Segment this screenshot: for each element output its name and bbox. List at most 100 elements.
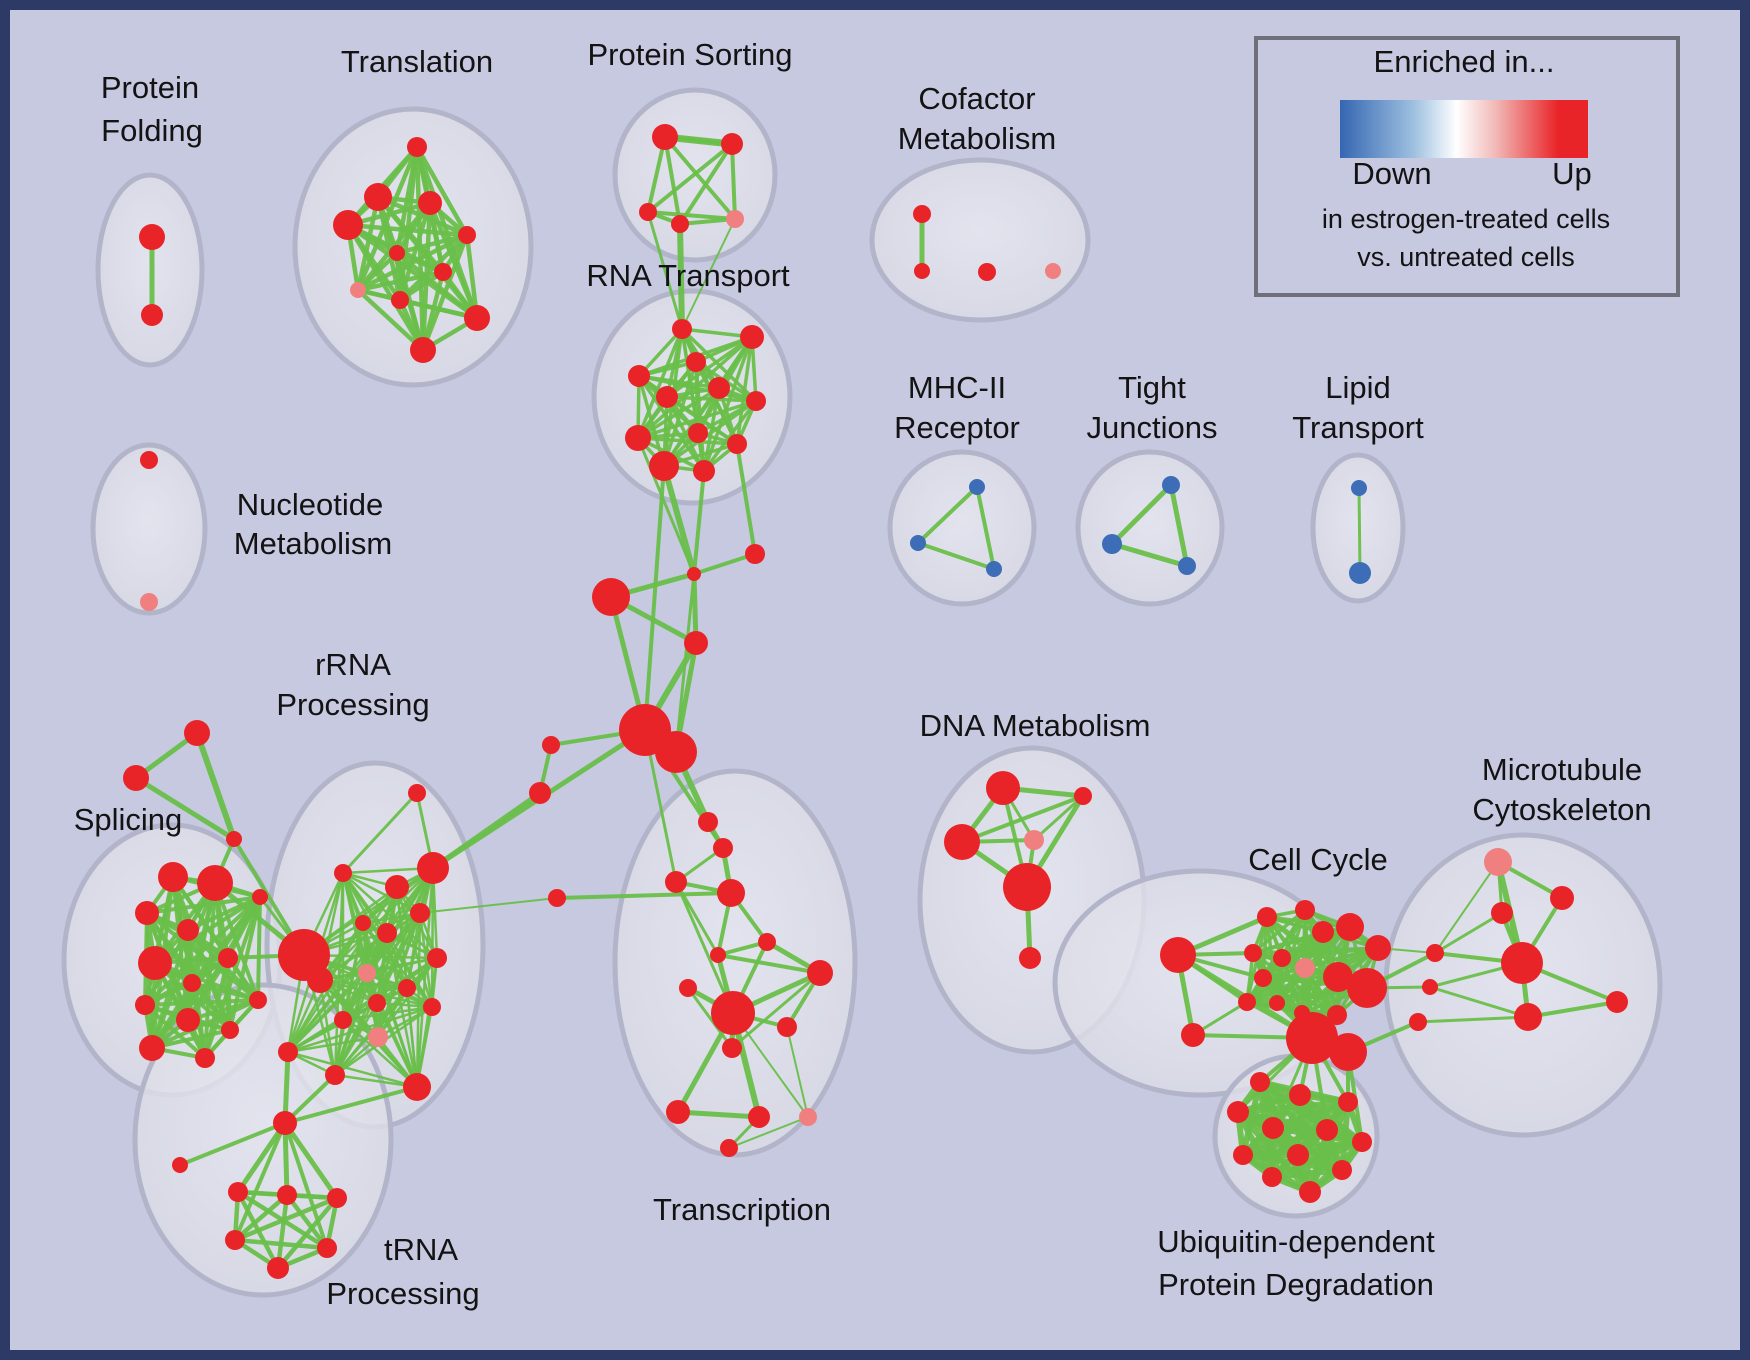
network-edge bbox=[366, 956, 438, 975]
network-node bbox=[249, 991, 267, 1009]
network-edge bbox=[1281, 946, 1379, 960]
network-edge bbox=[646, 142, 734, 214]
network-node bbox=[1162, 476, 1180, 494]
network-edge bbox=[190, 981, 232, 1032]
network-node bbox=[1289, 1084, 1311, 1106]
network-node bbox=[986, 771, 1020, 805]
network-edge bbox=[735, 336, 754, 445]
network-edge bbox=[1434, 861, 1499, 954]
network-edge bbox=[203, 896, 262, 1059]
network-node bbox=[1426, 944, 1444, 962]
network-edge bbox=[975, 486, 996, 570]
network-node bbox=[978, 263, 996, 281]
network-edge bbox=[355, 196, 381, 291]
legend-subtitle-line2: vs. untreated cells bbox=[1357, 242, 1575, 272]
network-node bbox=[665, 871, 687, 893]
network-edge bbox=[287, 1050, 418, 1089]
network-node bbox=[807, 960, 833, 986]
network-edge bbox=[275, 1194, 290, 1269]
network-edge bbox=[647, 210, 736, 221]
network-edge bbox=[276, 1196, 339, 1270]
network-node bbox=[722, 1038, 742, 1058]
network-node bbox=[278, 1042, 298, 1062]
network-node bbox=[458, 226, 476, 244]
network-node bbox=[910, 535, 926, 551]
network-node bbox=[273, 1111, 297, 1135]
network-node bbox=[138, 946, 172, 980]
network-node bbox=[423, 998, 441, 1016]
network-node bbox=[221, 1021, 239, 1039]
network-edge bbox=[235, 1121, 288, 1194]
network-edge bbox=[415, 145, 469, 237]
network-edge bbox=[342, 1005, 433, 1022]
network-node bbox=[226, 831, 242, 847]
cluster-ellipse-tight-junctions bbox=[1075, 449, 1225, 607]
network-node bbox=[1365, 935, 1391, 961]
network-edge bbox=[334, 957, 438, 1076]
network-node bbox=[123, 765, 149, 791]
network-edge bbox=[1168, 484, 1190, 567]
network-node bbox=[355, 915, 371, 931]
network-node bbox=[364, 183, 392, 211]
legend-subtitle-line1: in estrogen-treated cells bbox=[1322, 204, 1610, 234]
network-edge bbox=[427, 202, 480, 319]
network-edge bbox=[1110, 483, 1173, 546]
cluster-label-mhc-ii-receptor: Receptor bbox=[894, 410, 1020, 445]
network-edge bbox=[341, 867, 435, 1021]
network-node bbox=[1019, 947, 1041, 969]
cluster-label-lipid-transport: Lipid bbox=[1325, 370, 1391, 405]
network-node bbox=[317, 1238, 337, 1258]
network-node bbox=[277, 1185, 297, 1205]
network-edge bbox=[662, 399, 758, 468]
network-node bbox=[671, 215, 689, 233]
network-edge bbox=[679, 217, 736, 226]
network-node bbox=[184, 720, 210, 746]
network-node bbox=[542, 736, 560, 754]
cluster-label-nucleotide-metabolism: Nucleotide bbox=[237, 487, 383, 522]
network-node bbox=[1550, 886, 1574, 910]
network-edge bbox=[420, 271, 446, 351]
cluster-label-protein-folding: Folding bbox=[101, 113, 203, 148]
network-edge bbox=[728, 1116, 809, 1149]
network-node bbox=[391, 291, 409, 309]
network-node bbox=[408, 784, 426, 802]
network-edge bbox=[287, 867, 434, 1053]
network-edge bbox=[1111, 541, 1188, 569]
network-node bbox=[1003, 863, 1051, 911]
cluster-label-rrna-processing: rRNA bbox=[315, 647, 391, 682]
network-node bbox=[684, 631, 708, 655]
cluster-label-dna-metabolism: DNA Metabolism bbox=[920, 708, 1151, 743]
network-edge bbox=[385, 932, 419, 1088]
network-node bbox=[403, 1073, 431, 1101]
network-edge bbox=[678, 142, 734, 226]
network-edge bbox=[179, 1121, 286, 1167]
network-node bbox=[1351, 480, 1367, 496]
cluster-label-splicing: Splicing bbox=[74, 802, 183, 837]
network-node bbox=[1244, 944, 1262, 962]
network-edge bbox=[661, 465, 697, 575]
network-edge bbox=[693, 552, 756, 576]
network-node bbox=[628, 365, 650, 387]
network-edge bbox=[638, 374, 757, 403]
cluster-label-tight-junctions: Tight bbox=[1118, 370, 1186, 405]
network-node bbox=[464, 305, 490, 331]
network-node bbox=[758, 933, 776, 951]
cluster-ellipse-cofactor-metabolism bbox=[869, 157, 1091, 323]
network-node bbox=[708, 377, 730, 399]
network-edge bbox=[150, 895, 262, 1050]
network-edge bbox=[191, 981, 259, 1002]
network-edge bbox=[961, 794, 1084, 844]
network-node bbox=[434, 263, 452, 281]
network-edge bbox=[287, 972, 368, 1053]
network-edge bbox=[151, 1028, 231, 1050]
cluster-label-transcription: Transcription bbox=[653, 1192, 831, 1227]
network-edge bbox=[686, 987, 734, 1049]
network-edge bbox=[282, 1121, 340, 1200]
network-node bbox=[1422, 979, 1438, 995]
network-edge bbox=[637, 375, 706, 472]
network-node bbox=[389, 245, 405, 261]
cluster-label-cofactor-metabolism: Metabolism bbox=[898, 121, 1057, 156]
network-node bbox=[377, 923, 397, 943]
network-edge bbox=[786, 1026, 809, 1118]
